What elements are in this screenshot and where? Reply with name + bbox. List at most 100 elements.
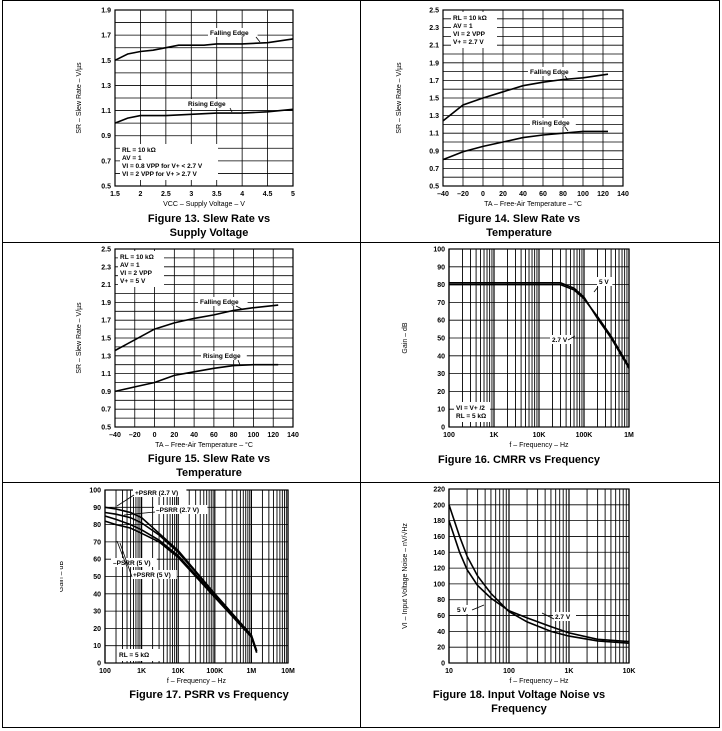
- figure-18-cell: 10 100 1K 10K 0 20 40 60 80 100 120 140 160 180 200 220…: [380, 481, 718, 726]
- fig15-ytick-label: 1.7: [101, 318, 111, 325]
- fig17-ytick-label: 10: [93, 643, 101, 650]
- figure-18-chart: 10 100 1K 10K 0 20 40 60 80 100 120 140 160 180 200 220…: [401, 487, 636, 686]
- fig14-series-label: Falling Edge: [530, 69, 569, 76]
- fig17-series-label-bg: [154, 505, 208, 514]
- fig18-ytick-label: 40: [437, 629, 445, 636]
- fig15-ytick-label: 2.5: [101, 247, 111, 254]
- fig18-series-label: 5 V: [457, 607, 467, 614]
- fig17-ytick-label: 0: [97, 661, 101, 668]
- figure-13-chart: 1.5 2 2.5 3 3.5 4 4.5 5 0.5 0.7 0.9 1.1 1.3 1.5 1.7 1.9…: [76, 8, 295, 209]
- fig14-xtick-label: 140: [617, 191, 629, 198]
- fig18-ytick-label: 120: [433, 566, 445, 573]
- fig16-ytick-label: 80: [437, 282, 445, 289]
- fig14-series-label-leader: [564, 75, 569, 81]
- figure-15-chart: –40 –20 0 20 40 60 80 100 120 140 0.5 0.7 0.9 1.1 1.3 1…: [76, 247, 299, 450]
- fig15-condition-text: AV = 1: [120, 262, 140, 269]
- fig16-y-axis-label: Gain – dB: [402, 322, 409, 353]
- fig17-series-line-3: [104, 520, 258, 653]
- fig13-plot-frame: [114, 9, 294, 187]
- fig18-ytick-label: 80: [437, 597, 445, 604]
- fig18-ytick-label: 20: [437, 645, 445, 652]
- fig17-xtick-label: 1K: [137, 668, 146, 675]
- fig17-series-label-leader: [119, 542, 133, 578]
- fig15-series-label-leader: [235, 305, 243, 310]
- fig18-ytick-label: 220: [433, 487, 445, 494]
- fig14-ytick-label: 2.1: [429, 43, 439, 50]
- fig13-series-line-1: [114, 108, 294, 124]
- fig15-series-line-1: [114, 363, 279, 393]
- fig14-condition-text: VI = 2 VPP: [453, 31, 486, 38]
- fig17-series-label-leader: [116, 540, 128, 568]
- fig13-ytick-label: 1.7: [101, 33, 111, 40]
- fig13-xtick-label: 1.5: [110, 191, 120, 198]
- fig16-ytick-label: 50: [437, 336, 445, 343]
- fig17-plot-frame: [104, 489, 289, 664]
- fig17-series-label-leader: [116, 494, 135, 507]
- fig16-series-label: 2.7 V: [552, 337, 568, 344]
- fig13-series-label-bg: [208, 28, 258, 37]
- fig14-series-line-0: [442, 73, 609, 122]
- fig14-conditions-box: [451, 12, 497, 48]
- fig14-y-axis-label: SR – Slew Rate – V/µs: [396, 62, 403, 134]
- fig17-xtick-label: 10K: [172, 668, 185, 675]
- fig13-series-label: Rising Edge: [188, 101, 226, 108]
- fig13-ytick-label: 1.3: [101, 83, 111, 90]
- fig18-ytick-label: 200: [433, 502, 445, 509]
- figure-15-caption: Figure 15. Slew Rate vs Temperature: [60, 452, 358, 480]
- fig16-series-line-0: [449, 281, 630, 369]
- fig15-ytick-label: 2.1: [101, 282, 111, 289]
- figure-15-caption-line1: Figure 15. Slew Rate vs: [147, 453, 271, 465]
- fig13-xtick-label: 2: [138, 191, 142, 198]
- fig15-ytick-label: 2.3: [101, 264, 111, 271]
- fig13-x-axis-label: VCC – Supply Voltage – V: [163, 201, 245, 208]
- fig14-ytick-label: 1.3: [429, 113, 439, 120]
- table-divider-vertical: [360, 1, 361, 727]
- fig15-xtick-label: 80: [230, 432, 238, 439]
- figure-15-caption-line2: Temperature: [176, 467, 242, 479]
- fig13-y-axis-label: SR – Slew Rate – V/µs: [76, 62, 83, 134]
- fig13-series-label: Falling Edge: [210, 30, 249, 37]
- fig13-condition-text: VI = 0.8 VPP for V+ < 2.7 V: [122, 163, 203, 170]
- fig16-xtick-label: 1K: [490, 432, 499, 439]
- figure-17-chart: 100 1K 10K 100K 1M 10M 0 10 20 30 40 50 60 70 80 90 100 f…: [60, 488, 295, 686]
- fig16-ytick-label: 30: [437, 371, 445, 378]
- fig17-series-label: +PSRR (5 V): [133, 572, 171, 579]
- fig15-condition-text: RL = 10 kΩ: [120, 254, 154, 261]
- fig15-xtick-label: 20: [170, 432, 178, 439]
- fig15-xtick-label: –40: [109, 432, 121, 439]
- fig16-ytick-label: 40: [437, 353, 445, 360]
- figure-15-cell: –40 –20 0 20 40 60 80 100 120 140 0.5 0.7 0.9 1.1 1.3 1…: [60, 241, 358, 481]
- fig14-ytick-label: 1.7: [429, 78, 439, 85]
- fig14-xtick-label: 40: [519, 191, 527, 198]
- fig16-series-label-leader: [567, 335, 576, 341]
- fig13-condition-text: VI = 2 VPP for V+ > 2.7 V: [122, 171, 198, 178]
- fig14-xtick-label: 0: [481, 191, 485, 198]
- fig14-series-label-bg: [530, 118, 576, 127]
- fig15-xtick-label: 100: [248, 432, 260, 439]
- fig18-ytick-label: 160: [433, 534, 445, 541]
- fig16-ytick-label: 90: [437, 264, 445, 271]
- fig16-ytick-label: 0: [441, 425, 445, 432]
- fig15-xtick-label: 120: [267, 432, 279, 439]
- fig16-xtick-label: 10K: [533, 432, 546, 439]
- fig15-ytick-label: 1.1: [101, 371, 111, 378]
- fig15-series-label: Falling Edge: [200, 299, 239, 306]
- fig17-condition-text: RL = 5 kΩ: [119, 652, 149, 659]
- fig16-gridlines: [448, 248, 630, 428]
- fig18-series-label: 2.7 V: [555, 614, 571, 621]
- fig14-x-axis-label: TA – Free-Air Temperature – °C: [484, 200, 582, 208]
- fig16-xtick-label: 100K: [576, 432, 593, 439]
- fig16-series-label: 5 V: [599, 279, 609, 286]
- figure-18-caption-line1: Figure 18. Input Voltage Noise vs: [432, 689, 606, 701]
- fig13-ytick-label: 0.9: [101, 133, 111, 140]
- fig13-ytick-label: 1.5: [101, 58, 111, 65]
- figure-13-cell: 1.5 2 2.5 3 3.5 4 4.5 5 0.5 0.7 0.9 1.1 1.3 1.5 1.7 1.9…: [60, 0, 358, 241]
- fig15-conditions-box: [118, 251, 164, 287]
- fig13-xtick-label: 5: [291, 191, 295, 198]
- fig16-ytick-label: 10: [437, 407, 445, 414]
- fig14-ytick-label: 2.5: [429, 8, 439, 15]
- fig18-xtick-label: 10K: [623, 668, 636, 675]
- fig15-ytick-label: 0.5: [101, 425, 111, 432]
- fig16-conditions-box: [454, 402, 490, 422]
- fig13-ytick-label: 0.5: [101, 184, 111, 191]
